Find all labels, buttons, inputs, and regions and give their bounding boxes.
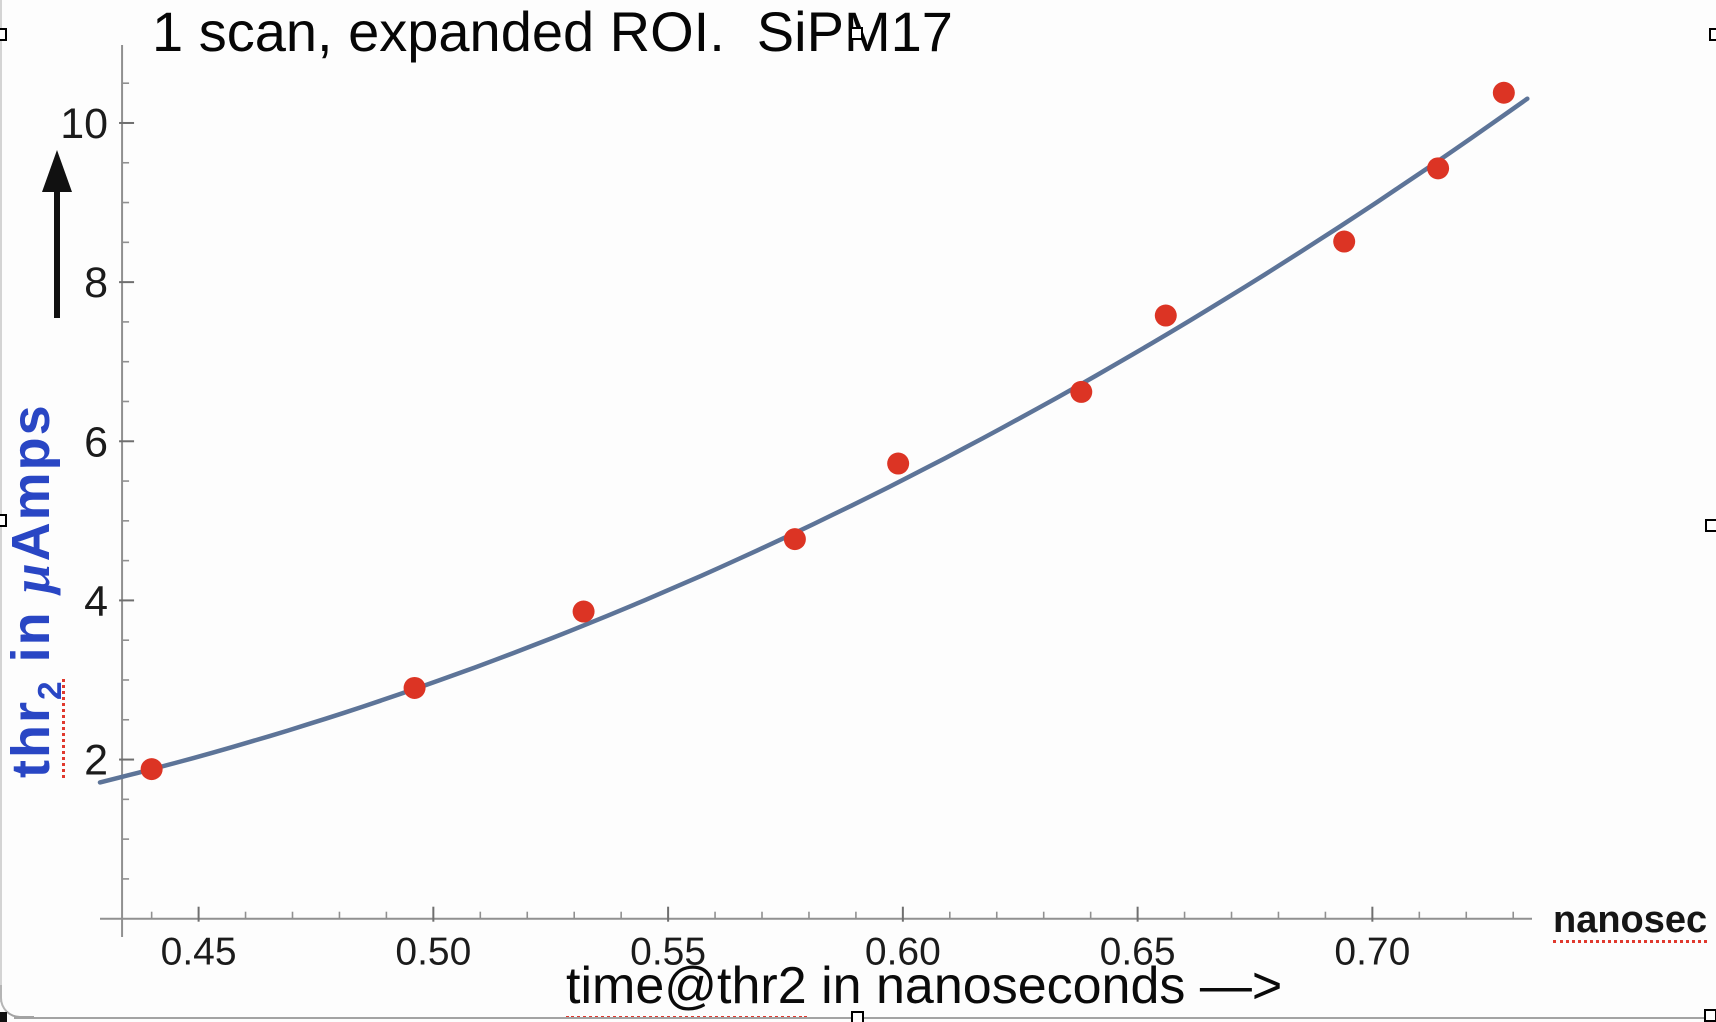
data-point bbox=[1070, 380, 1093, 403]
data-point bbox=[887, 452, 910, 475]
selection-handle-bottom-right[interactable] bbox=[1704, 1009, 1716, 1022]
plot-title-main: 1 scan, expanded ROI. bbox=[152, 0, 725, 63]
y-axis-label-thr2: thr2 bbox=[1, 679, 69, 778]
selection-handle-right-middle[interactable] bbox=[1705, 519, 1716, 532]
selection-handle-top-right[interactable] bbox=[1709, 28, 1716, 41]
x-tick-label: 0.70 bbox=[1334, 931, 1410, 974]
y-axis-label-word: thr bbox=[1, 700, 61, 778]
window-corner-mark bbox=[0, 1012, 7, 1022]
x-axis-unit-label: nanosec bbox=[1553, 899, 1708, 943]
x-tick-label: 0.45 bbox=[161, 931, 237, 974]
x-axis-label-word: time@thr2 bbox=[566, 957, 807, 1019]
plot-title: 1 scan, expanded ROI.SiPM17 bbox=[152, 0, 953, 64]
selection-handle-left-middle[interactable] bbox=[0, 514, 7, 527]
data-point bbox=[783, 528, 806, 551]
y-tick-label: 4 bbox=[84, 577, 108, 625]
fit-curve bbox=[97, 96, 1530, 785]
data-point bbox=[1333, 230, 1356, 253]
selection-handle-bottom-center[interactable] bbox=[851, 1011, 864, 1022]
window-left-border bbox=[0, 0, 2, 1002]
y-tick-label: 8 bbox=[84, 259, 108, 307]
data-point bbox=[1427, 157, 1450, 180]
data-point bbox=[140, 758, 163, 781]
data-point bbox=[1492, 81, 1515, 104]
selection-handle-top-left[interactable] bbox=[0, 28, 7, 41]
data-point bbox=[572, 600, 595, 623]
x-tick-label: 0.60 bbox=[865, 931, 941, 974]
x-tick-label: 0.65 bbox=[1100, 931, 1176, 974]
y-axis-label: thr2 in μAmps bbox=[1, 403, 69, 778]
mu-symbol: μ bbox=[1, 561, 61, 594]
data-point bbox=[1154, 304, 1177, 327]
x-tick-label: 0.50 bbox=[395, 931, 471, 974]
y-tick-label: 6 bbox=[84, 418, 108, 466]
y-axis-label-subscript: 2 bbox=[31, 679, 69, 701]
y-axis-arrow-icon bbox=[42, 150, 72, 318]
y-tick-label: 2 bbox=[84, 737, 108, 785]
data-point bbox=[403, 676, 426, 699]
window-bottom-border bbox=[14, 1017, 1716, 1019]
x-tick-label: 0.55 bbox=[630, 931, 706, 974]
y-tick-label: 10 bbox=[60, 100, 108, 148]
x-axis-label: time@thr2 in nanoseconds —> bbox=[566, 957, 1283, 1019]
x-axis-label-rest: in nanoseconds —> bbox=[806, 957, 1283, 1015]
selection-handle-top-center[interactable] bbox=[850, 27, 863, 40]
y-axis-label-mid: in bbox=[1, 593, 61, 680]
y-axis-label-unit: Amps bbox=[1, 403, 61, 562]
